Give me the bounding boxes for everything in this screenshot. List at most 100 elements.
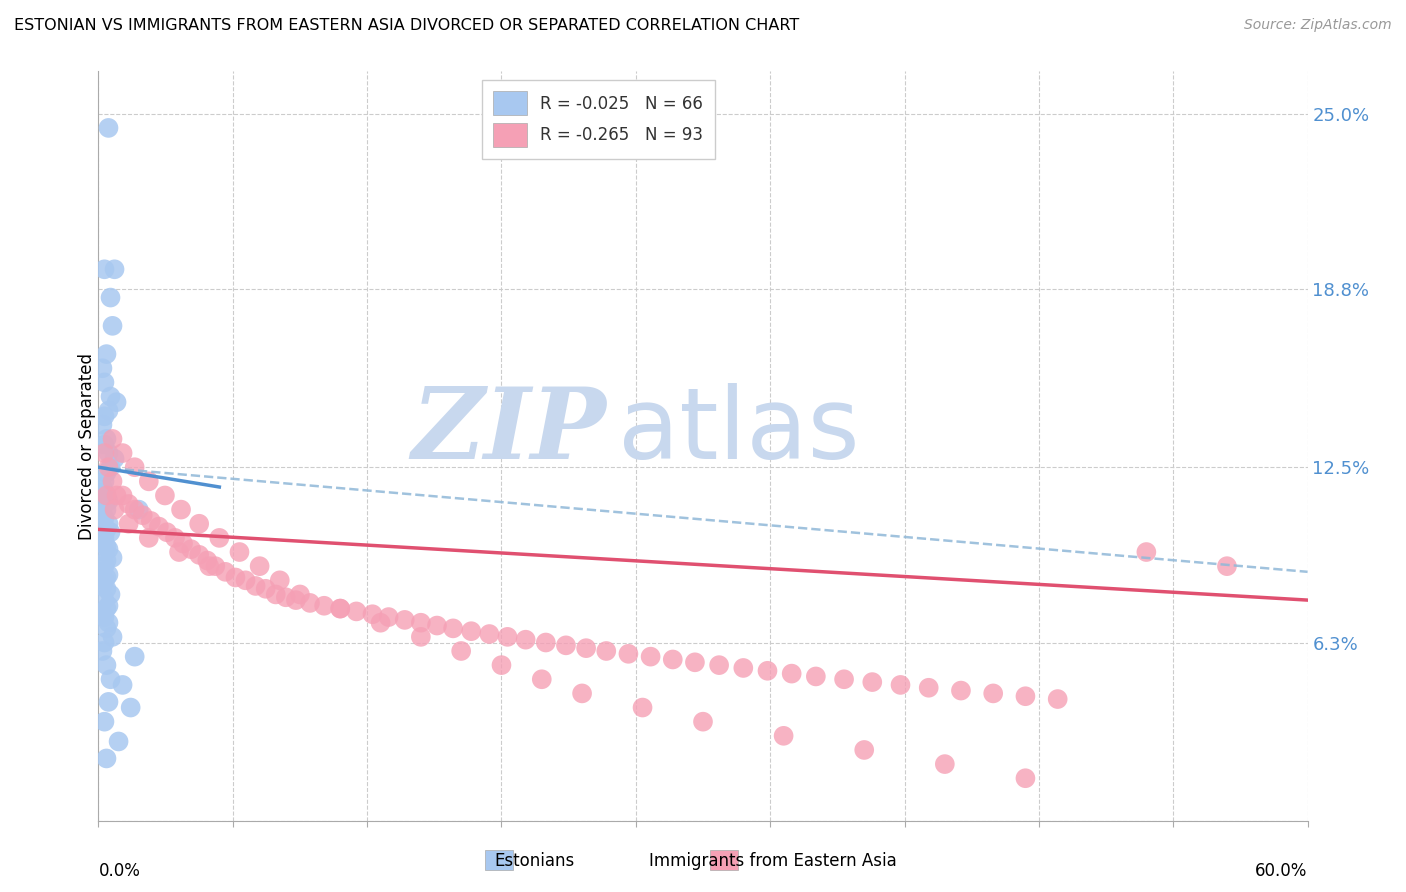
Point [91,536,114,550]
Point [101,630,124,644]
Point [96,488,118,502]
Point [195,553,218,567]
Point [571,686,593,700]
Point [172,536,194,550]
Point [96,432,118,446]
Text: Immigrants from Eastern Asia: Immigrants from Eastern Asia [650,852,897,870]
Point [107,734,129,748]
Point [96,523,118,537]
Point [361,607,384,622]
Point [441,621,464,635]
Point [214,565,236,579]
Point [426,618,449,632]
Point [93,376,115,390]
Point [124,649,146,664]
Point [139,514,162,528]
Point [284,593,307,607]
Point [478,627,501,641]
Point [170,502,193,516]
Point [496,630,519,644]
Point [93,635,115,649]
Point [530,673,553,687]
Point [235,574,257,588]
Point [156,525,179,540]
Point [97,460,120,475]
Point [1216,559,1239,574]
Point [595,644,617,658]
Point [575,641,598,656]
Point [329,601,352,615]
Point [491,658,513,673]
Point [228,545,250,559]
Point [617,647,640,661]
Point [832,673,855,687]
Point [103,502,125,516]
Point [288,587,311,601]
Point [118,497,141,511]
Text: ESTONIAN VS IMMIGRANTS FROM EASTERN ASIA DIVORCED OR SEPARATED CORRELATION CHART: ESTONIAN VS IMMIGRANTS FROM EASTERN ASIA… [14,18,799,33]
Point [188,516,211,531]
Point [93,593,115,607]
Point [93,475,115,489]
Y-axis label: Divorced or Separated: Divorced or Separated [79,352,96,540]
Point [91,565,114,579]
Point [97,446,120,460]
Point [91,480,114,494]
Point [163,531,186,545]
Point [224,570,246,584]
Point [101,475,124,489]
Point [772,729,794,743]
Point [180,542,202,557]
Point [93,545,115,559]
Point [91,644,114,658]
Point [93,262,115,277]
Point [329,601,352,615]
Point [167,545,190,559]
Point [555,638,578,652]
Point [409,615,432,630]
Point [91,579,114,593]
Point [91,361,114,376]
Point [93,497,115,511]
Text: atlas: atlas [619,383,860,480]
Text: Estonians: Estonians [494,852,575,870]
Point [981,686,1004,700]
Point [138,531,160,545]
Point [370,615,392,630]
Point [97,615,120,630]
Point [93,574,115,588]
Point [853,743,876,757]
Point [148,519,170,533]
Point [93,409,115,424]
Point [96,466,118,480]
Point [101,432,124,446]
Point [96,621,118,635]
Point [93,531,115,545]
Point [264,587,287,601]
Point [93,437,115,451]
Point [93,446,115,460]
Point [103,262,125,277]
Point [96,601,118,615]
Point [245,579,267,593]
Point [96,540,118,554]
Point [780,666,803,681]
Point [394,613,416,627]
Point [889,678,911,692]
Point [934,757,956,772]
Point [631,700,654,714]
Point [204,559,226,574]
Point [97,120,120,135]
Point [93,714,115,729]
Point [515,632,537,647]
Point [188,548,211,562]
Point [314,599,336,613]
Point [534,635,557,649]
Point [96,553,118,567]
Point [100,460,122,475]
Point [97,695,120,709]
Point [1046,692,1069,706]
Point [91,417,114,432]
Point [97,567,120,582]
Point [101,318,124,333]
